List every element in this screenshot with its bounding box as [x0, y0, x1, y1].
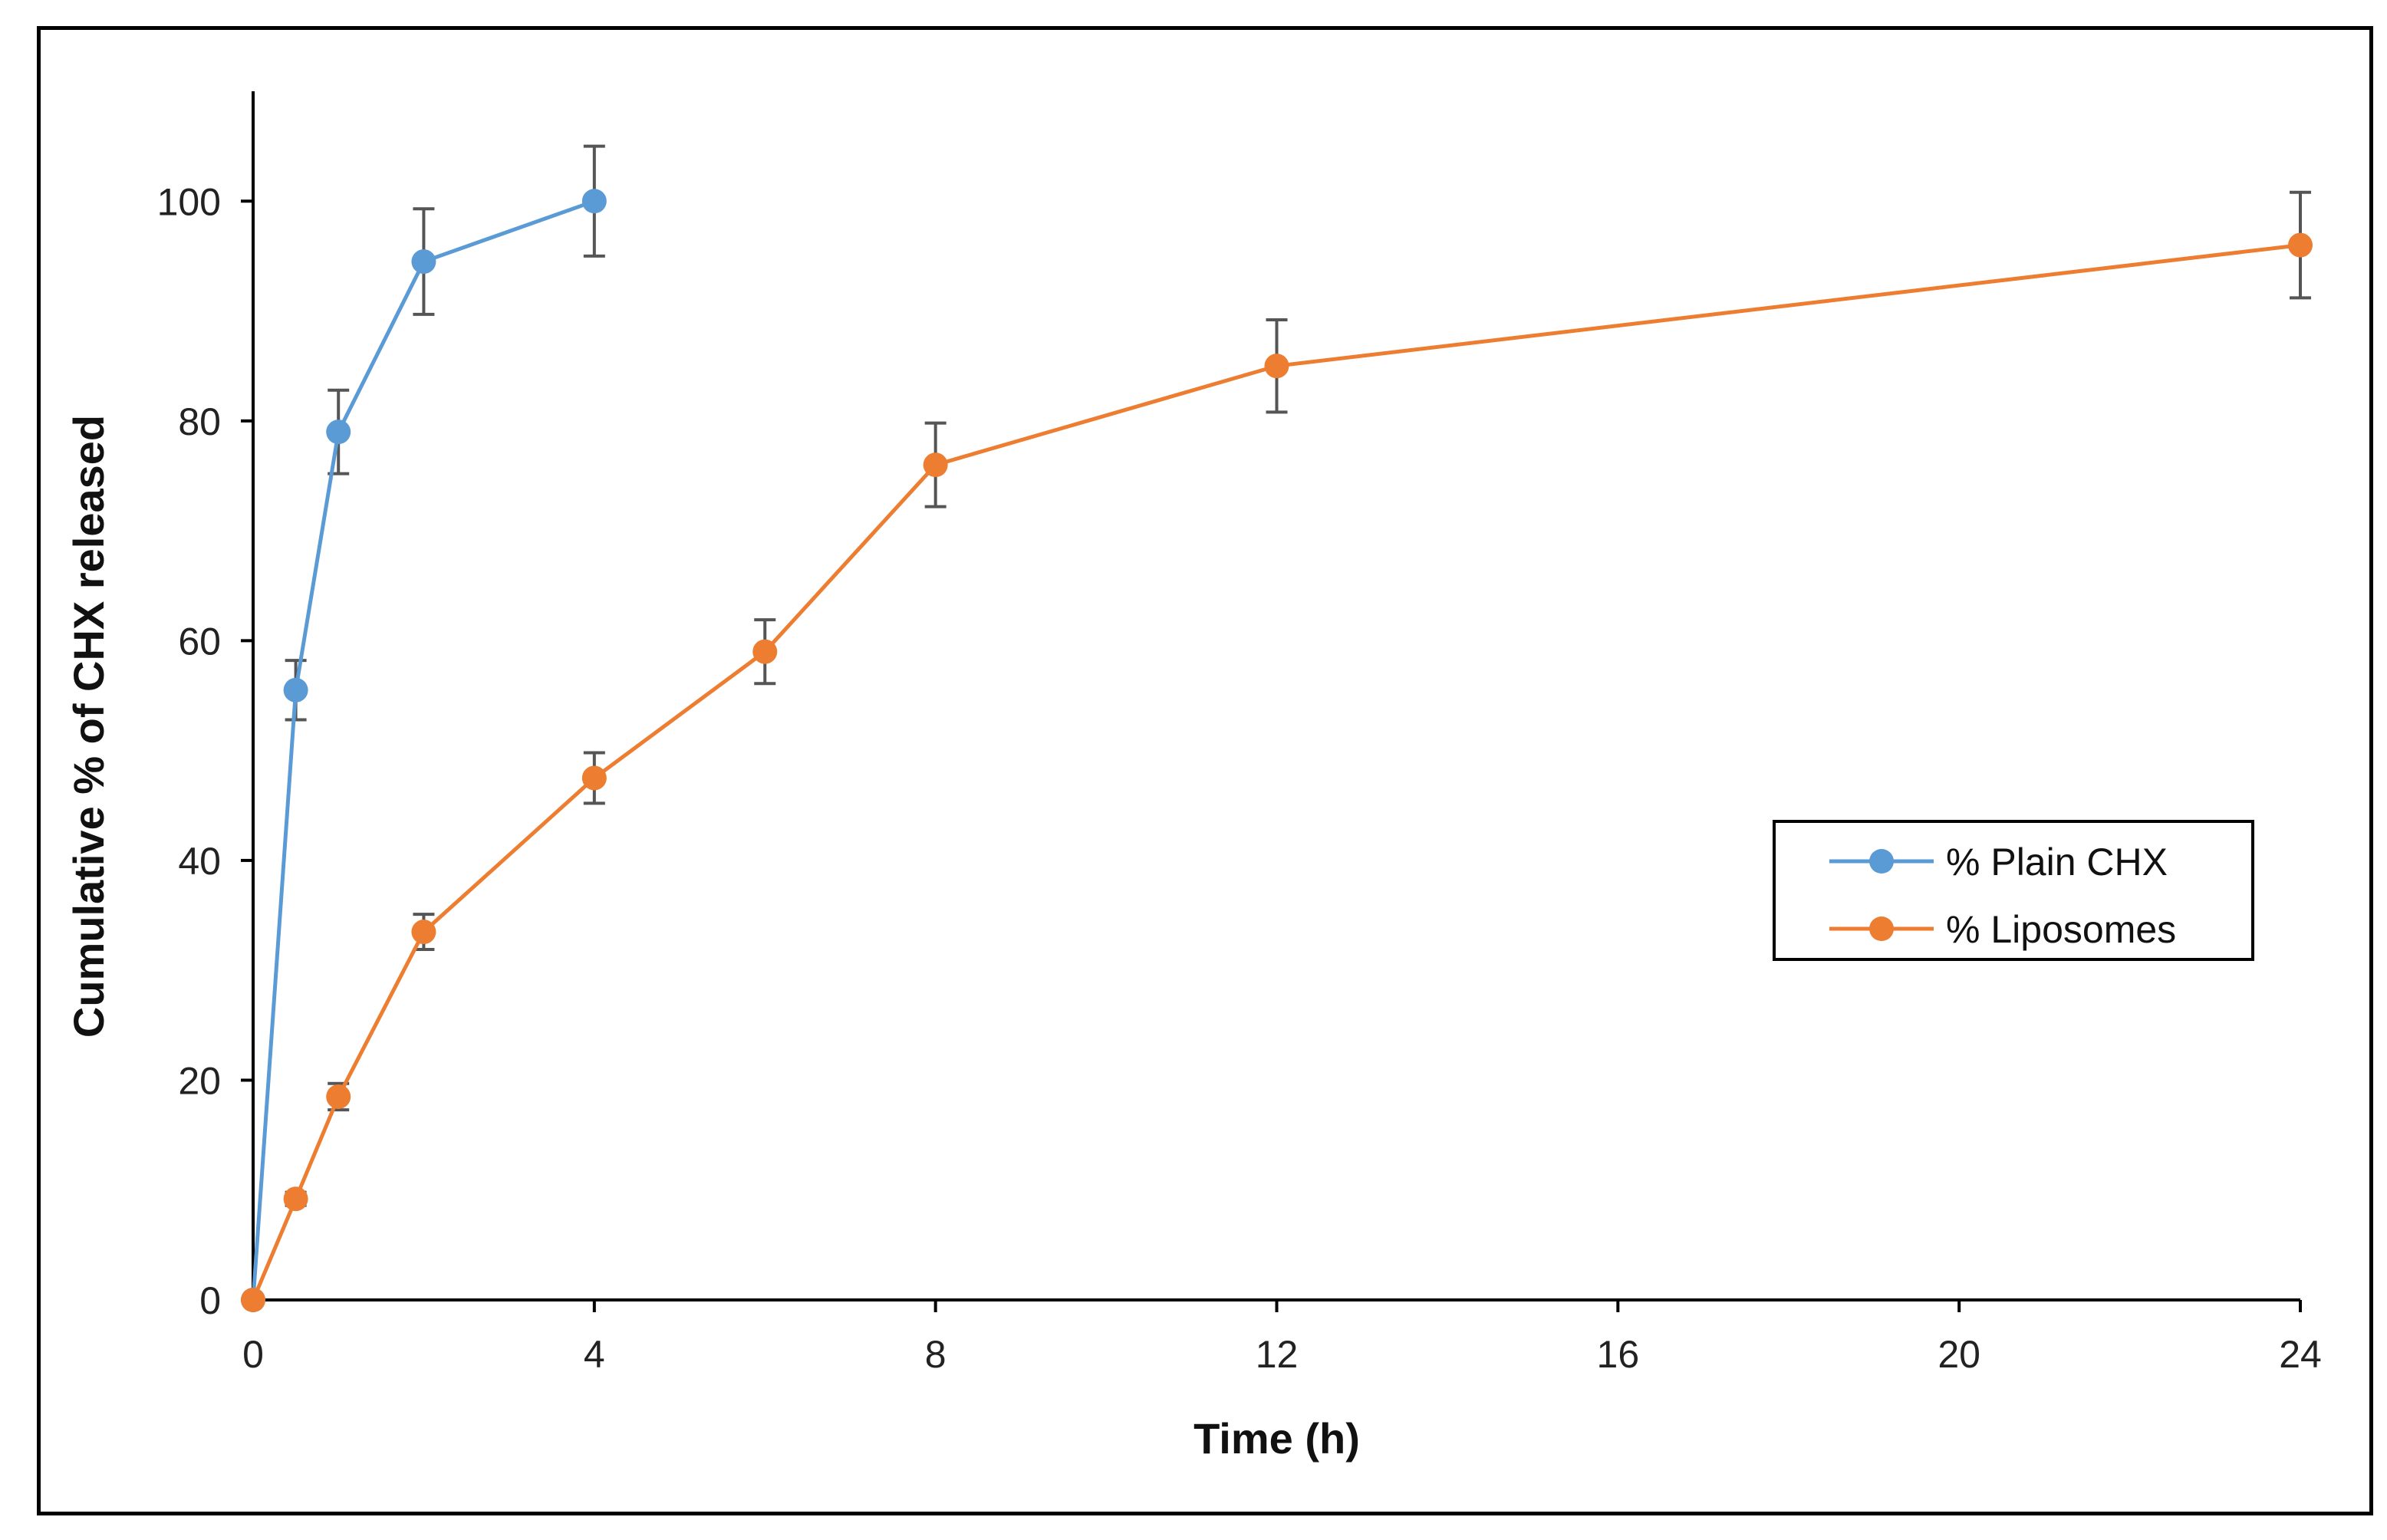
x-tick-label: 4: [584, 1333, 605, 1376]
data-point: [2288, 232, 2313, 258]
x-tick-label: 12: [1256, 1333, 1299, 1376]
y-tick-label: 100: [157, 180, 221, 223]
data-point: [923, 452, 948, 478]
data-point: [581, 189, 607, 214]
axes: [241, 91, 2302, 1312]
data-point: [283, 1186, 308, 1212]
y-tick-label: 0: [199, 1279, 221, 1322]
y-tick-label: 80: [178, 400, 221, 443]
y-tick-label: 60: [178, 620, 221, 663]
legend-marker: [1869, 849, 1894, 874]
legend-entry: % Plain CHX: [1829, 841, 2168, 884]
legend-entry: % Liposomes: [1829, 908, 2176, 951]
x-tick-label: 16: [1597, 1333, 1640, 1376]
chart-frame: 0 4 8 12 16 20 24 0 20 40 60 80 100 Time (h) Cumulat…: [37, 26, 2373, 1515]
data-point: [411, 249, 436, 275]
data-point: [752, 639, 778, 664]
y-tick-label: 20: [178, 1059, 221, 1102]
data-point: [1264, 354, 1289, 379]
x-tick-label: 0: [242, 1333, 264, 1376]
data-point: [581, 765, 607, 791]
legend-label: % Liposomes: [1946, 908, 2176, 951]
data-point: [326, 420, 351, 445]
y-axis-title: Cumulative % of CHX released: [64, 415, 113, 1038]
data-point: [241, 1288, 265, 1312]
tick-labels: 0 4 8 12 16 20 24 0 20 40 60 80 100: [157, 180, 2322, 1376]
legend: % Plain CHX % Liposomes: [1773, 820, 2254, 961]
series-layer: [241, 189, 2313, 1312]
x-tick-label: 20: [1938, 1333, 1980, 1376]
x-tick-label: 24: [2279, 1333, 2322, 1376]
y-tick-label: 40: [178, 840, 221, 883]
legend-box: [1773, 820, 2254, 961]
series-line-0: [251, 199, 595, 1301]
data-point: [326, 1084, 351, 1109]
x-tick-label: 8: [925, 1333, 947, 1376]
legend-marker: [1869, 916, 1894, 941]
x-axis-title: Time (h): [1194, 1414, 1360, 1463]
chart-svg: 0 4 8 12 16 20 24 0 20 40 60 80 100 Time (h) Cumulat…: [64, 91, 2322, 1463]
error-bars: [285, 144, 2311, 1207]
data-point: [283, 677, 308, 703]
legend-label: % Plain CHX: [1946, 841, 2168, 884]
data-point: [411, 920, 436, 945]
legend-entries: % Plain CHX % Liposomes: [1829, 841, 2176, 951]
